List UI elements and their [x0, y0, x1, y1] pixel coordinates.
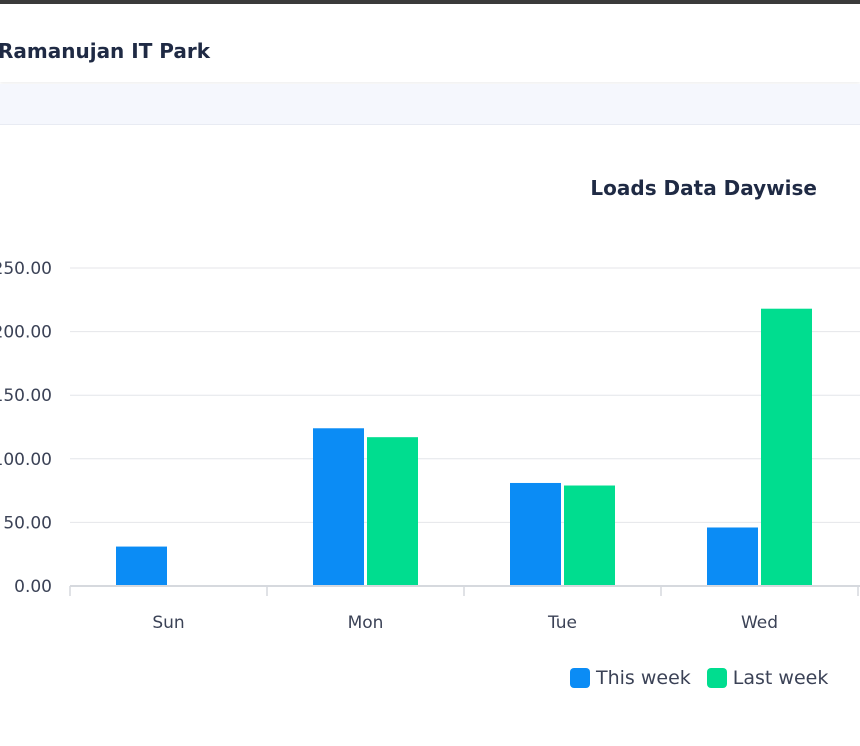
chart-title: Loads Data Daywise — [590, 176, 817, 200]
y-tick-label: 0.00 — [14, 577, 52, 597]
bar-this-week — [116, 546, 167, 586]
x-tick-label: Mon — [348, 613, 384, 633]
page-header: Ramanujan IT Park — [0, 4, 860, 82]
x-axis: Sun Mon Tue Wed — [69, 585, 860, 633]
legend-swatch-last-week — [706, 668, 727, 688]
chart-panel: 0.00 50.00 100.00 150.00 200.00 250.00 Sun Mon… — [0, 125, 860, 742]
chart-legend: This week Last week — [570, 666, 828, 690]
bar-this-week — [313, 428, 364, 586]
bar-last-week — [367, 437, 418, 586]
legend-label-last-week: Last week — [732, 667, 829, 689]
x-tick-label: Tue — [547, 613, 577, 633]
y-tick-label: 100.00 — [0, 450, 52, 470]
y-tick-label: 150.00 — [0, 386, 52, 406]
bar-this-week — [707, 527, 758, 586]
y-axis-ticks: 0.00 50.00 100.00 150.00 200.00 250.00 — [0, 259, 52, 597]
y-tick-label: 200.00 — [0, 323, 52, 343]
window-top-border — [0, 0, 860, 4]
legend-swatch-this-week — [570, 668, 590, 688]
page-title: Ramanujan IT Park — [0, 39, 211, 63]
loads-bar-chart: 0.00 50.00 100.00 150.00 200.00 250.00 Sun Mon… — [0, 176, 860, 633]
sub-toolbar — [0, 84, 860, 125]
y-tick-label: 250.00 — [0, 259, 52, 279]
bar-this-week — [510, 482, 561, 586]
gridlines — [70, 267, 860, 523]
y-tick-label: 50.00 — [3, 513, 52, 533]
legend-item-last-week[interactable]: Last week — [706, 667, 829, 689]
bar-last-week — [761, 308, 812, 586]
legend-item-this-week[interactable]: This week — [570, 667, 691, 689]
bars — [116, 308, 812, 586]
bar-last-week — [564, 485, 615, 586]
x-tick-label: Sun — [152, 613, 184, 633]
x-tick-label: Wed — [741, 613, 778, 633]
legend-label-this-week: This week — [596, 667, 691, 689]
